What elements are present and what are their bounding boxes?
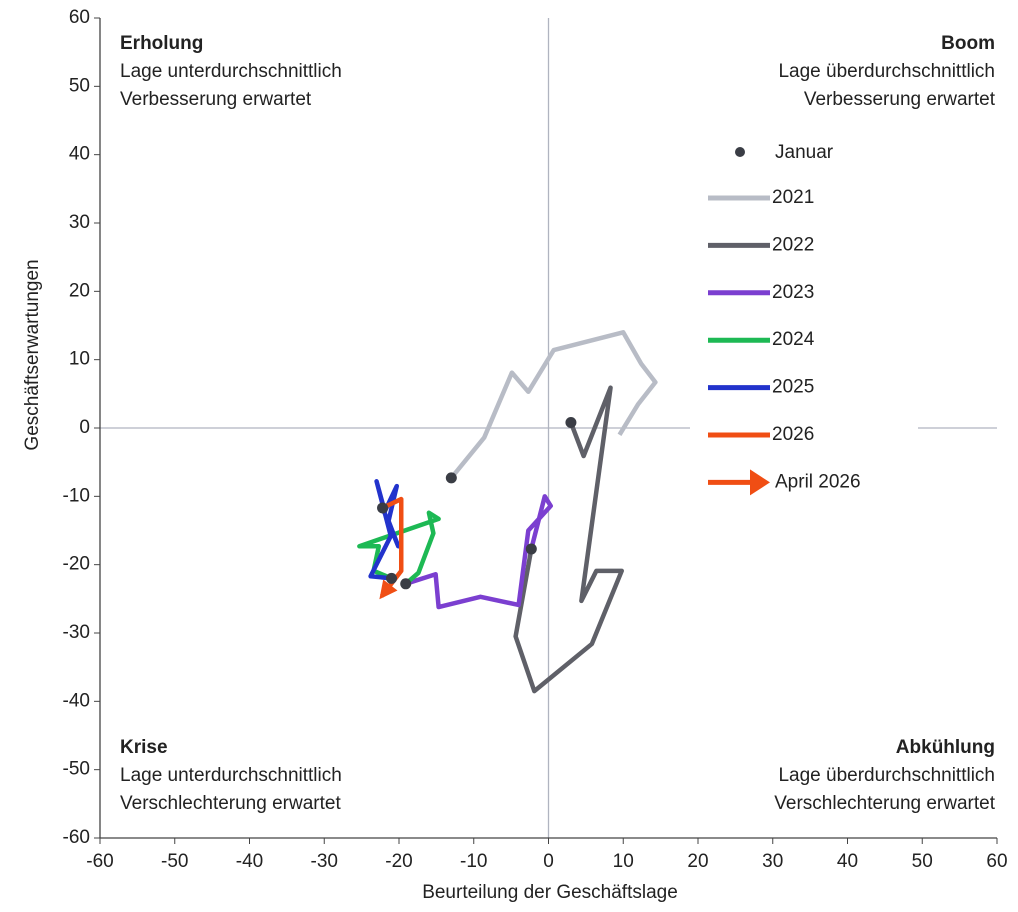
y-axis-label: Geschäftserwartungen — [22, 259, 43, 450]
series-line — [449, 330, 658, 480]
y-tick-label: 20 — [69, 280, 90, 301]
x-tick-label: -10 — [460, 851, 487, 872]
january-marker — [386, 572, 398, 584]
quadrant-text: Verbesserung erwartet — [120, 89, 312, 110]
x-tick-label: -30 — [311, 851, 338, 872]
y-tick-label: 10 — [69, 349, 90, 370]
legend-label: 2024 — [772, 329, 815, 350]
legend-arrow-head — [750, 469, 770, 496]
x-tick-label: 60 — [986, 851, 1007, 872]
x-tick-label: -20 — [385, 851, 412, 872]
quadrant-text: Verschlechterung erwartet — [120, 793, 341, 814]
january-marker — [400, 578, 412, 590]
legend-label: Januar — [775, 142, 834, 163]
january-marker — [445, 472, 457, 484]
x-tick-label: 40 — [837, 851, 858, 872]
y-tick-label: -60 — [63, 827, 90, 848]
quadrant-text: Lage überdurchschnittlich — [778, 61, 995, 82]
legend-background — [690, 132, 918, 504]
january-marker — [377, 502, 389, 514]
quadrant-title: Krise — [120, 737, 168, 758]
x-tick-label: -40 — [236, 851, 263, 872]
quadrant-text: Lage überdurchschnittlich — [778, 765, 995, 786]
quadrant-text: Lage unterdurchschnittlich — [120, 765, 342, 786]
y-tick-label: 0 — [79, 417, 90, 438]
y-tick-label: 40 — [69, 144, 90, 165]
legend-label: 2021 — [772, 187, 814, 208]
y-tick-label: -20 — [63, 554, 90, 575]
january-marker — [565, 417, 577, 429]
quadrant-text: Verbesserung erwartet — [804, 89, 996, 110]
series-line — [368, 479, 401, 581]
x-tick-label: 50 — [912, 851, 933, 872]
x-tick-label: -60 — [86, 851, 113, 872]
x-tick-label: 10 — [613, 851, 634, 872]
legend-label: April 2026 — [775, 471, 861, 492]
x-tick-label: 20 — [687, 851, 708, 872]
x-axis-label: Beurteilung der Geschäftslage — [422, 882, 678, 903]
legend-label: 2023 — [772, 282, 814, 303]
x-tick-label: 30 — [762, 851, 783, 872]
y-tick-label: 50 — [69, 75, 90, 96]
y-tick-label: -10 — [63, 485, 90, 506]
y-tick-label: 30 — [69, 212, 90, 233]
quadrant-text: Verschlechterung erwartet — [774, 793, 995, 814]
quadrant-title: Abkühlung — [896, 737, 995, 758]
series-line — [513, 385, 625, 694]
x-tick-label: -50 — [161, 851, 188, 872]
legend-label: 2025 — [772, 377, 814, 398]
y-tick-label: -30 — [63, 622, 90, 643]
legend-label: 2026 — [772, 424, 814, 445]
legend-label: 2022 — [772, 234, 814, 255]
y-tick-label: 60 — [69, 7, 90, 28]
x-tick-label: 0 — [543, 851, 554, 872]
arrow-head — [379, 579, 398, 600]
january-marker — [525, 543, 537, 555]
y-tick-label: -50 — [63, 759, 90, 780]
series-line — [405, 494, 553, 610]
quadrant-text: Lage unterdurchschnittlich — [120, 61, 342, 82]
legend-marker — [735, 147, 745, 157]
y-tick-label: -40 — [63, 690, 90, 711]
quadrant-title: Boom — [941, 33, 995, 54]
quadrant-title: Erholung — [120, 33, 203, 54]
